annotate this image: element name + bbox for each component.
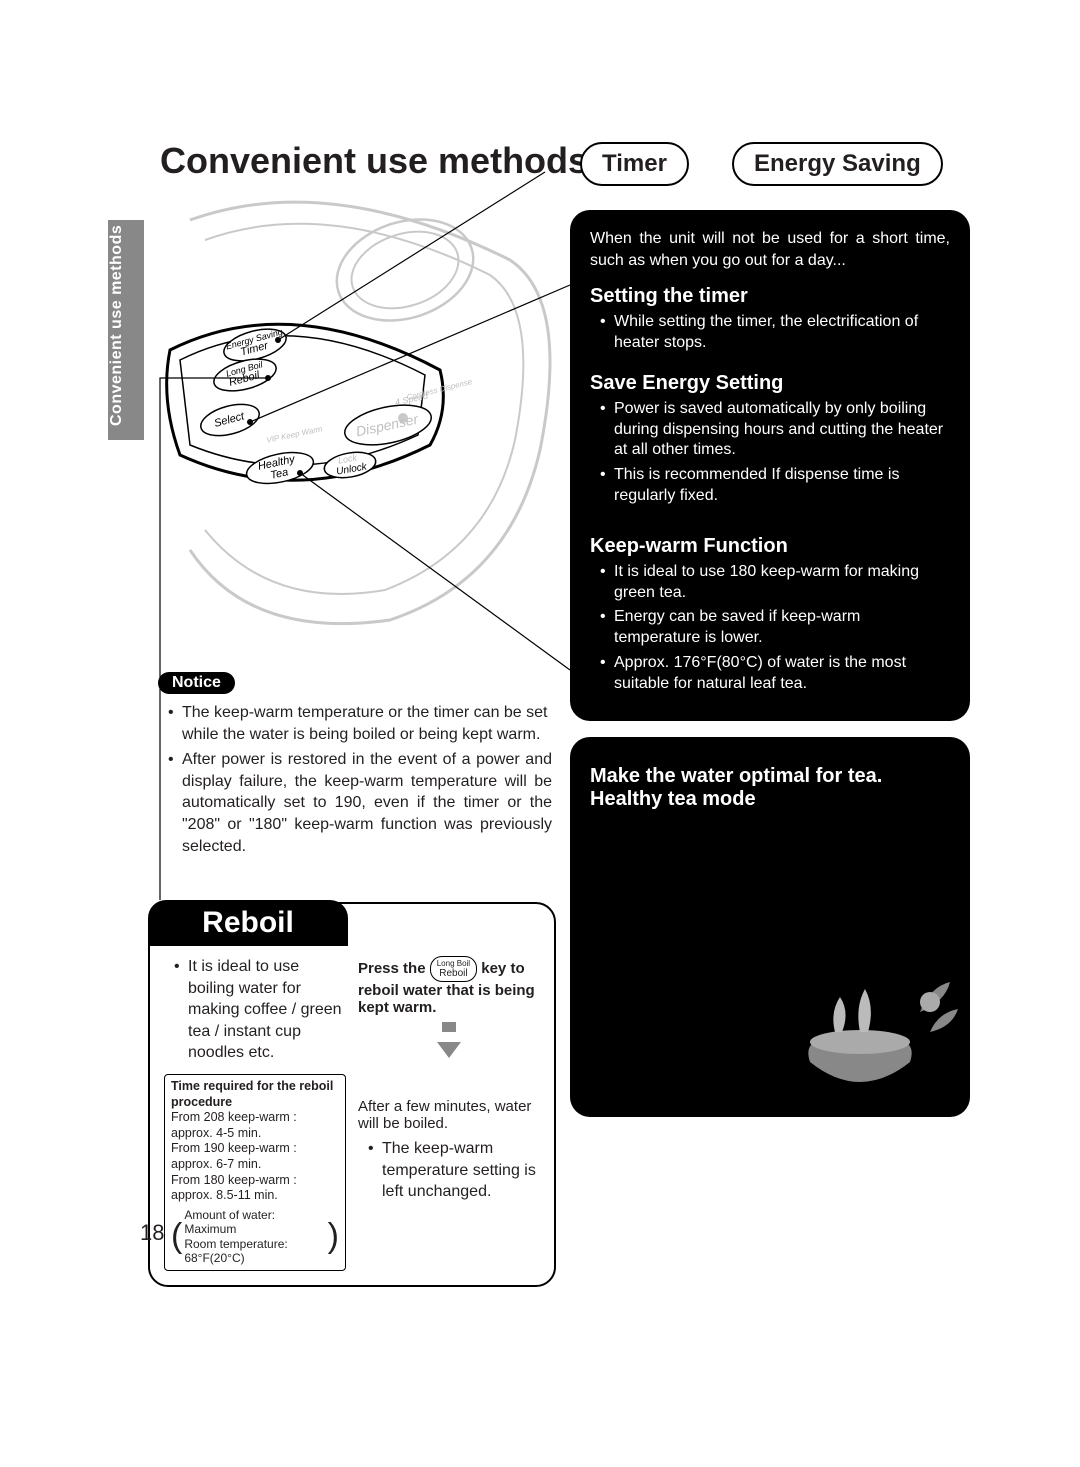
lbl-vip: VIP Keep Warm: [266, 424, 324, 445]
reboil-after: After a few minutes, water will be boile…: [358, 1098, 540, 1132]
notice-item: The keep-warm temperature or the timer c…: [168, 702, 552, 745]
notice-item: After power is restored in the event of …: [168, 749, 552, 857]
notice-badge: Notice: [158, 672, 235, 694]
save-energy-item: Power is saved automatically by only boi…: [600, 399, 950, 461]
press-pre: Press the: [358, 960, 426, 977]
paren-line: Room temperature: 68°F(20°C): [184, 1237, 287, 1265]
keep-warm-item: Energy can be saved if keep-warm tempera…: [600, 607, 950, 649]
panel-lead: When the unit will not be used for a sho…: [590, 228, 950, 271]
keep-warm-item: Approx. 176°F(80°C) of water is the most…: [600, 653, 950, 695]
reboil-panel: Reboil It is ideal to use boiling water …: [148, 902, 556, 1287]
paren-line: Amount of water: Maximum: [184, 1208, 275, 1236]
reboil-header: Reboil: [148, 900, 348, 946]
pill-energy-saving: Energy Saving: [732, 142, 943, 186]
reboil-left-bullet: It is ideal to use boiling water for mak…: [174, 956, 346, 1064]
side-tab: Convenient use methods: [108, 220, 144, 440]
h-tea: Make the water optimal for tea. Healthy …: [590, 765, 950, 811]
keep-warm-item: It is ideal to use 180 keep-warm for mak…: [600, 562, 950, 604]
arrow-icon: [442, 1022, 456, 1032]
lbl-cordless: Cordless Dispense: [406, 377, 474, 402]
time-box-line: From 190 keep-warm : approx. 6-7 min.: [171, 1141, 339, 1172]
timer-item: While setting the timer, the electrifica…: [600, 312, 950, 354]
h-save-energy: Save Energy Setting: [590, 372, 950, 395]
panel-healthy-tea: Make the water optimal for tea. Healthy …: [570, 737, 970, 1117]
page-number: 18: [140, 1220, 164, 1246]
pill-timer: Timer: [580, 142, 689, 186]
time-box-head: Time required for the reboil procedure: [171, 1079, 339, 1110]
press-post: key: [481, 960, 506, 977]
h-tea-l2: Healthy tea mode: [590, 788, 756, 810]
reboil-after-bullet: The keep-warm temperature setting is lef…: [368, 1138, 540, 1203]
key-bot: Reboil: [439, 968, 467, 979]
reboil-time-box: Time required for the reboil procedure F…: [164, 1074, 346, 1271]
page-title: Convenient use methods: [160, 140, 588, 182]
save-energy-item: This is recommended If dispense time is …: [600, 465, 950, 507]
h-keep-warm: Keep-warm Function: [590, 535, 950, 558]
h-setting-timer: Setting the timer: [590, 285, 950, 308]
panel-timer-energy: When the unit will not be used for a sho…: [570, 210, 970, 721]
reboil-key-icon: Long Boil Reboil: [430, 956, 477, 982]
time-box-line: From 180 keep-warm : approx. 8.5-11 min.: [171, 1173, 339, 1204]
key-top: Long Boil: [437, 959, 470, 968]
h-tea-l1: Make the water optimal for tea.: [590, 765, 882, 787]
reboil-press-line: Press the Long Boil Reboil key to reboil…: [358, 956, 540, 1016]
time-box-line: From 208 keep-warm : approx. 4-5 min.: [171, 1110, 339, 1141]
notice-block: Notice The keep-warm temperature or the …: [158, 672, 552, 861]
appliance-diagram: Energy Saving Timer Long Boil Reboil Sel…: [150, 200, 550, 660]
arrow-icon: [437, 1042, 461, 1058]
tea-illustration-icon: [780, 977, 960, 1107]
